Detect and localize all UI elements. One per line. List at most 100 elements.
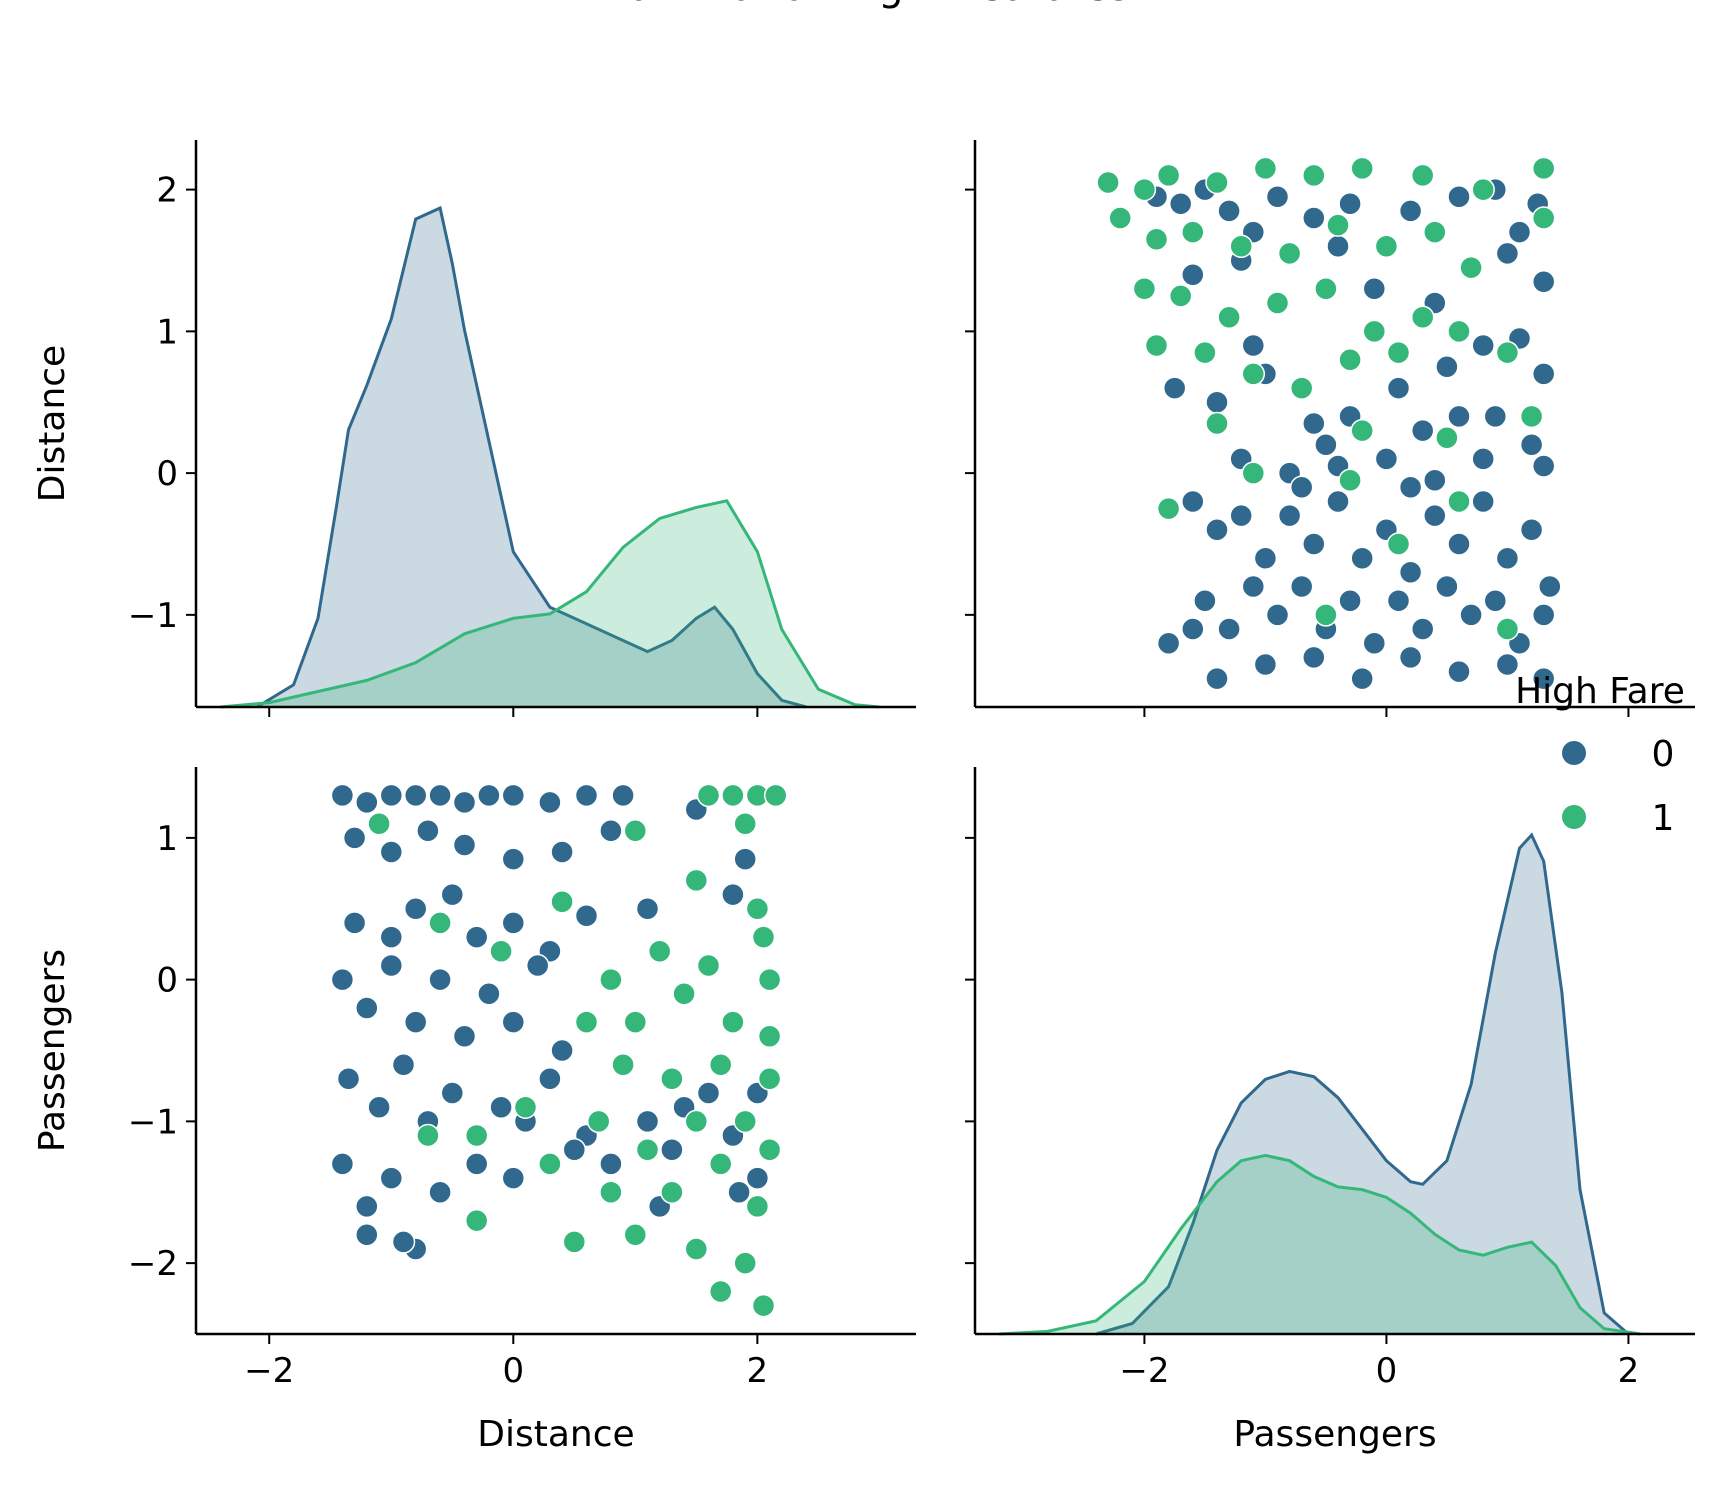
scatter-point-1 [1181,220,1205,244]
scatter-point-1 [1410,305,1435,329]
scatter-point-0 [721,882,745,907]
scatter-point-0 [1350,546,1374,570]
scatter-point-0 [1338,588,1362,613]
panel-2 [965,140,1695,717]
scatter-point-1 [367,811,391,836]
scatter-point-1 [1410,163,1435,188]
scatter-point-1 [1265,291,1290,315]
scatter-point-0 [1205,666,1229,691]
scatter-point-0 [1302,411,1326,436]
panels: −1 0 1 2 Distance −2 −1 0 1 −2 0 2 Passengers Distanc… [32,140,1695,1455]
scatter-point-1 [696,783,721,808]
scatter-point-0 [1447,184,1471,209]
scatter-point-0 [1398,475,1423,500]
x-tick-label: −2 [1119,1351,1169,1391]
scatter-point-1 [599,967,623,992]
scatter-point-1 [733,811,757,836]
y-axis-title: Distance [32,345,73,502]
scatter-point-0 [1386,588,1411,613]
scatter-point-1 [696,953,721,978]
scatter-point-0 [635,897,660,921]
scatter-point-0 [336,1067,361,1091]
scatter-point-0 [1265,184,1290,209]
scatter-point-0 [1253,546,1278,570]
scatter-point-1 [1314,277,1338,301]
legend-marker-1 [1562,805,1586,829]
scatter-point-0 [727,1180,751,1205]
scatter-point-1 [745,1194,770,1219]
scatter-point-0 [1229,503,1253,528]
scatter-point-0 [635,1109,660,1134]
x-tick-label: −2 [244,1351,294,1391]
scatter-point-1 [1229,234,1253,259]
scatter-point-0 [1483,404,1508,429]
scatter-point-0 [379,840,404,864]
scatter-point-0 [428,967,452,992]
x-tick-label: 0 [502,1351,524,1391]
scatter-point-1 [1108,206,1132,230]
y-tick-label: −2 [128,1244,178,1284]
scatter-point-1 [464,1208,489,1233]
scatter-point-0 [1289,475,1314,500]
scatter-point-0 [1386,376,1411,400]
scatter-point-0 [1423,503,1447,528]
scatter-point-0 [1205,390,1229,414]
scatter-point-1 [1302,163,1326,188]
scatter-point-1 [1362,319,1387,344]
scatter-point-1 [1338,468,1362,492]
scatter-point-0 [574,904,599,928]
kde-line-0 [256,205,807,709]
scatter-point-1 [647,939,672,964]
scatter-point-1 [1350,156,1374,181]
scatter-point-0 [1241,333,1266,358]
scatter-point-0 [379,1166,404,1190]
scatter-point-0 [1168,192,1193,216]
scatter-point-0 [1531,666,1556,691]
scatter-point-0 [1398,645,1423,670]
scatter-point-0 [403,897,428,921]
scatter-point-0 [1205,518,1229,542]
scatter-point-1 [1289,376,1314,400]
figure-title: Pair Plot of Flight Features [607,0,1130,10]
scatter-point-1 [1168,284,1193,308]
scatter-point-0 [1423,468,1447,492]
scatter-point-0 [342,911,367,935]
scatter-point-0 [660,1137,684,1162]
scatter-point-0 [501,911,526,935]
scatter-point-1 [1447,489,1471,514]
scatter-point-0 [1265,603,1290,627]
scatter-point-1 [635,1137,660,1162]
scatter-point-1 [623,819,648,843]
scatter-point-1 [1471,177,1495,202]
kde-fill-1 [220,500,880,707]
scatter-point-0 [355,1223,379,1247]
scatter-point-1 [1495,340,1520,365]
scatter-point-0 [501,1010,526,1034]
scatter-point-0 [1241,574,1266,599]
scatter-point-0 [1459,603,1483,627]
scatter-point-1 [464,1123,489,1148]
scatter-point-0 [342,826,367,850]
scatter-point-0 [1507,220,1532,244]
scatter-point-1 [1205,411,1229,436]
scatter-point-0 [1495,241,1520,266]
kde-fill-0 [257,208,807,707]
scatter-point-0 [1362,631,1387,655]
scatter-point-0 [550,1038,574,1063]
scatter-point-0 [1495,652,1520,677]
scatter-point-0 [501,847,526,871]
scatter-point-0 [452,1024,477,1049]
scatter-point-1 [684,868,709,893]
scatter-point-0 [452,790,477,815]
x-tick-label: 2 [1618,1351,1640,1391]
scatter-point-0 [1362,277,1387,301]
scatter-point-1 [586,1109,611,1134]
scatter-point-1 [660,1180,684,1205]
panel-1: −1 0 1 2 Distance [32,140,916,717]
x-axis-title: Distance [477,1414,634,1455]
scatter-point-1 [1350,418,1374,443]
scatter-point-0 [538,1067,562,1091]
scatter-point-1 [562,1230,587,1254]
scatter-point-1 [660,1067,684,1091]
scatter-point-0 [1181,617,1205,641]
